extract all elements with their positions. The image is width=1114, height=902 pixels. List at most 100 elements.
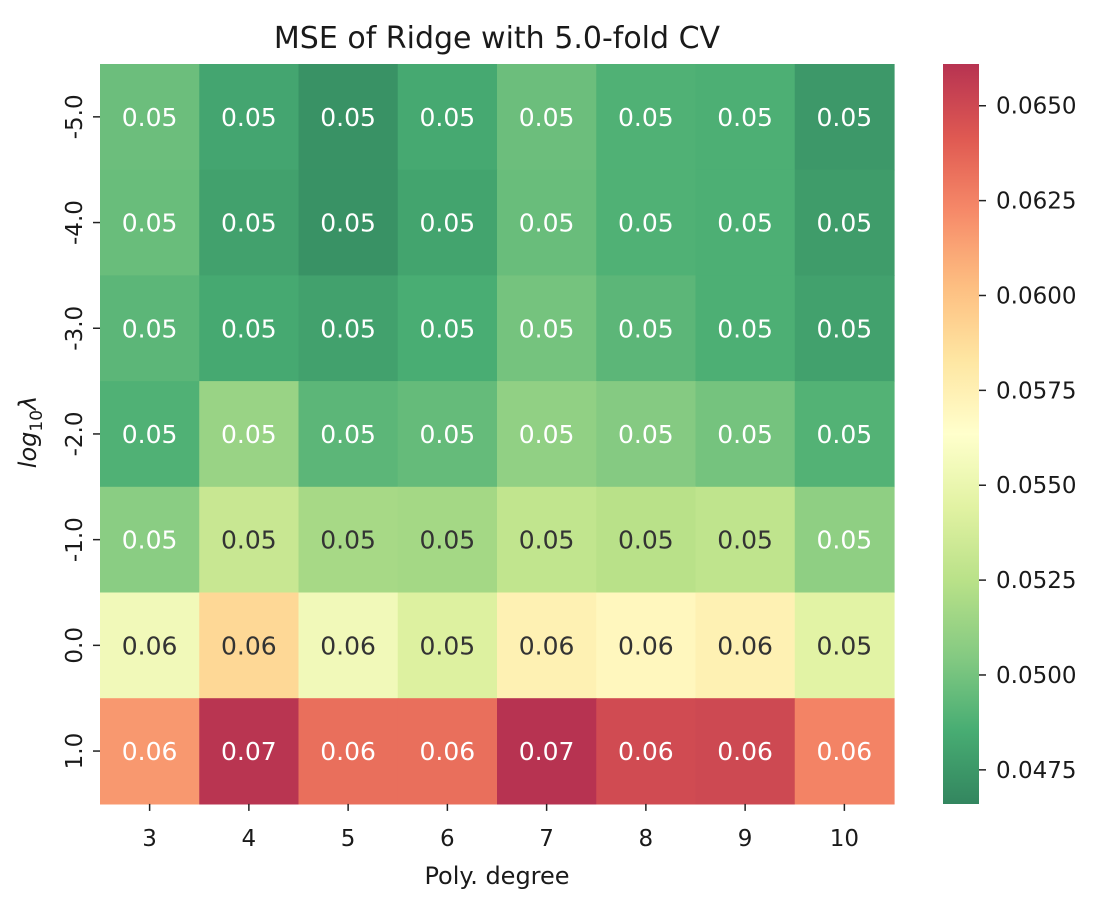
- heatmap-cell: [497, 698, 597, 805]
- cell-value-label: 0.05: [519, 420, 575, 449]
- colorbar-tick-label: 0.0500: [996, 663, 1076, 689]
- cell-value-label: 0.05: [420, 103, 476, 132]
- cell-value-label: 0.05: [717, 209, 773, 238]
- heatmap-cell: [298, 592, 399, 699]
- heatmap-cell: [199, 486, 300, 594]
- heatmap-cell: [596, 381, 697, 488]
- y-tick-label: -2.0: [62, 412, 88, 457]
- cell-value-label: 0.05: [221, 314, 277, 343]
- cell-value-label: 0.06: [122, 737, 178, 766]
- y-tick-label: 0.0: [62, 627, 88, 664]
- heatmap-cell: [100, 169, 200, 276]
- cell-value-label: 0.05: [618, 526, 674, 555]
- heatmap-cell: [794, 592, 895, 699]
- colorbar-tick-label: 0.0475: [996, 758, 1076, 784]
- heatmap-cell: [497, 64, 597, 171]
- cell-value-label: 0.05: [420, 420, 476, 449]
- heatmap-cell: [596, 486, 697, 594]
- cell-value-label: 0.05: [122, 209, 178, 238]
- cell-value-label: 0.05: [320, 314, 376, 343]
- cell-value-label: 0.05: [717, 103, 773, 132]
- heatmap-cell: [497, 169, 597, 276]
- heatmap-cells: 0.05 0.05 0.05 0.05 0.05 0.05 0.05 0.05 0.05 0.05…: [100, 64, 895, 805]
- heatmap-cell: [298, 381, 399, 488]
- colorbar: 0.0475 0.0500 0.0525 0.0550 0.0575 0.0600 0.06…: [943, 64, 1076, 804]
- cell-value-label: 0.05: [817, 526, 873, 555]
- cell-value-label: 0.05: [817, 631, 873, 660]
- cell-value-label: 0.05: [817, 420, 873, 449]
- heatmap-cell: [298, 169, 399, 276]
- x-tick-label: 6: [440, 826, 455, 852]
- heatmap-cell: [298, 275, 399, 382]
- heatmap-cell: [695, 592, 796, 699]
- colorbar-tick-label: 0.0575: [996, 378, 1076, 404]
- y-axis-label-symbol: λ: [14, 396, 42, 412]
- cell-value-label: 0.05: [420, 526, 476, 555]
- heatmap-cell: [100, 698, 200, 805]
- heatmap-cell: [695, 381, 796, 488]
- cell-value-label: 0.05: [320, 420, 376, 449]
- heatmap-cell: [199, 381, 300, 488]
- heatmap-cell: [695, 275, 796, 382]
- heatmap-cell: [298, 64, 399, 171]
- heatmap-cell: [100, 275, 200, 382]
- y-tick-label: -1.0: [62, 517, 88, 562]
- x-axis-label: Poly. degree: [424, 862, 569, 890]
- cell-value-label: 0.05: [221, 103, 277, 132]
- cell-value-label: 0.05: [717, 526, 773, 555]
- y-axis-label-base: log: [14, 432, 42, 469]
- y-axis-label: log10λ: [14, 396, 47, 468]
- cell-value-label: 0.05: [221, 420, 277, 449]
- heatmap-cell: [100, 381, 200, 488]
- colorbar-tick-label: 0.0625: [996, 189, 1076, 215]
- cell-value-label: 0.05: [122, 526, 178, 555]
- heatmap-cell: [596, 592, 697, 699]
- cell-value-label: 0.06: [618, 631, 674, 660]
- y-tick-label: 1.0: [62, 733, 88, 770]
- cell-value-label: 0.05: [618, 209, 674, 238]
- cell-value-label: 0.06: [717, 631, 773, 660]
- heatmap-cell: [497, 486, 597, 594]
- heatmap-cell: [596, 698, 697, 805]
- cell-value-label: 0.05: [717, 420, 773, 449]
- heatmap-cell: [497, 592, 597, 699]
- heatmap-cell: [397, 64, 498, 171]
- heatmap-cell: [596, 275, 697, 382]
- heatmap-cell: [298, 698, 399, 805]
- y-tick-label: -5.0: [62, 94, 88, 139]
- colorbar-tick-label: 0.0525: [996, 568, 1076, 594]
- heatmap-cell: [695, 486, 796, 594]
- cell-value-label: 0.06: [817, 737, 873, 766]
- y-axis-label-subscript: 10: [27, 410, 47, 432]
- heatmap-cell: [695, 169, 796, 276]
- cell-value-label: 0.06: [320, 631, 376, 660]
- x-axis-ticks: 3 4 5 6 7 8 9 10: [142, 803, 859, 852]
- heatmap-cell: [794, 64, 895, 171]
- cell-value-label: 0.05: [519, 314, 575, 343]
- heatmap-cell: [199, 169, 300, 276]
- heatmap-cell: [397, 486, 498, 594]
- cell-value-label: 0.06: [618, 737, 674, 766]
- heatmap-cell: [695, 64, 796, 171]
- x-tick-label: 7: [539, 826, 554, 852]
- cell-value-label: 0.05: [221, 526, 277, 555]
- cell-value-label: 0.05: [717, 314, 773, 343]
- heatmap-cell: [794, 486, 895, 594]
- cell-value-label: 0.05: [420, 631, 476, 660]
- cell-value-label: 0.05: [221, 209, 277, 238]
- y-tick-label: -4.0: [62, 200, 88, 245]
- heatmap-cell: [298, 486, 399, 594]
- heatmap-cell: [596, 64, 697, 171]
- cell-value-label: 0.05: [420, 314, 476, 343]
- heatmap-cell: [497, 381, 597, 488]
- cell-value-label: 0.06: [519, 631, 575, 660]
- heatmap-cell: [397, 275, 498, 382]
- colorbar-tick-label: 0.0600: [996, 283, 1076, 309]
- heatmap-cell: [794, 275, 895, 382]
- cell-value-label: 0.06: [717, 737, 773, 766]
- x-tick-label: 8: [639, 826, 654, 852]
- cell-value-label: 0.05: [817, 209, 873, 238]
- cell-value-label: 0.07: [221, 737, 277, 766]
- x-tick-label: 9: [738, 826, 753, 852]
